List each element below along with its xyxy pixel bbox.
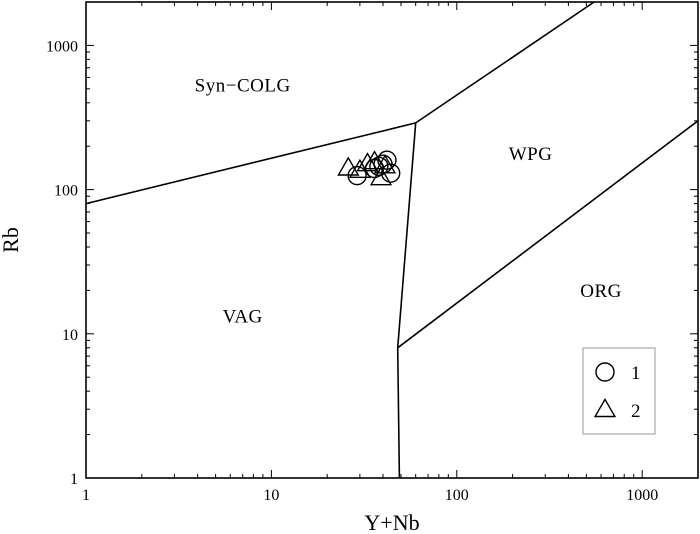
- x-tick-label: 1: [82, 487, 90, 504]
- discrimination-boundary: [397, 120, 699, 349]
- y-tick-label: 1000: [46, 38, 78, 55]
- circle-marker: [369, 156, 389, 177]
- legend-label: 2: [631, 401, 641, 422]
- plot-frame: [85, 1, 699, 479]
- region-label: ORG: [580, 281, 622, 302]
- triangle-marker: [373, 154, 397, 174]
- triangle-marker: [337, 156, 360, 176]
- legend-triangle-marker: [593, 398, 617, 418]
- legend-label: 1: [631, 363, 641, 384]
- region-label: VAG: [223, 306, 263, 327]
- y-axis-title: Rb: [0, 227, 23, 253]
- y-tick-label: 1: [70, 471, 78, 488]
- y-tick-label: 10: [62, 327, 78, 344]
- legend-box: [582, 347, 656, 435]
- x-tick-label: 100: [445, 487, 469, 504]
- x-tick-label: 1000: [626, 487, 658, 504]
- discrimination-boundary: [85, 122, 416, 205]
- discrimination-boundary: [396, 347, 401, 479]
- triangle-marker: [363, 150, 386, 170]
- x-tick-label: 10: [263, 487, 279, 504]
- x-axis-title: Y+Nb: [364, 510, 419, 534]
- triangle-marker: [356, 152, 379, 172]
- discrimination-boundary: [415, 1, 595, 124]
- triangle-marker: [369, 166, 393, 186]
- legend-circle-marker: [595, 362, 615, 382]
- region-label: WPG: [509, 144, 553, 165]
- region-label: Syn−COLG: [195, 75, 291, 96]
- y-tick-label: 100: [54, 183, 78, 200]
- discrimination-boundary: [396, 122, 417, 348]
